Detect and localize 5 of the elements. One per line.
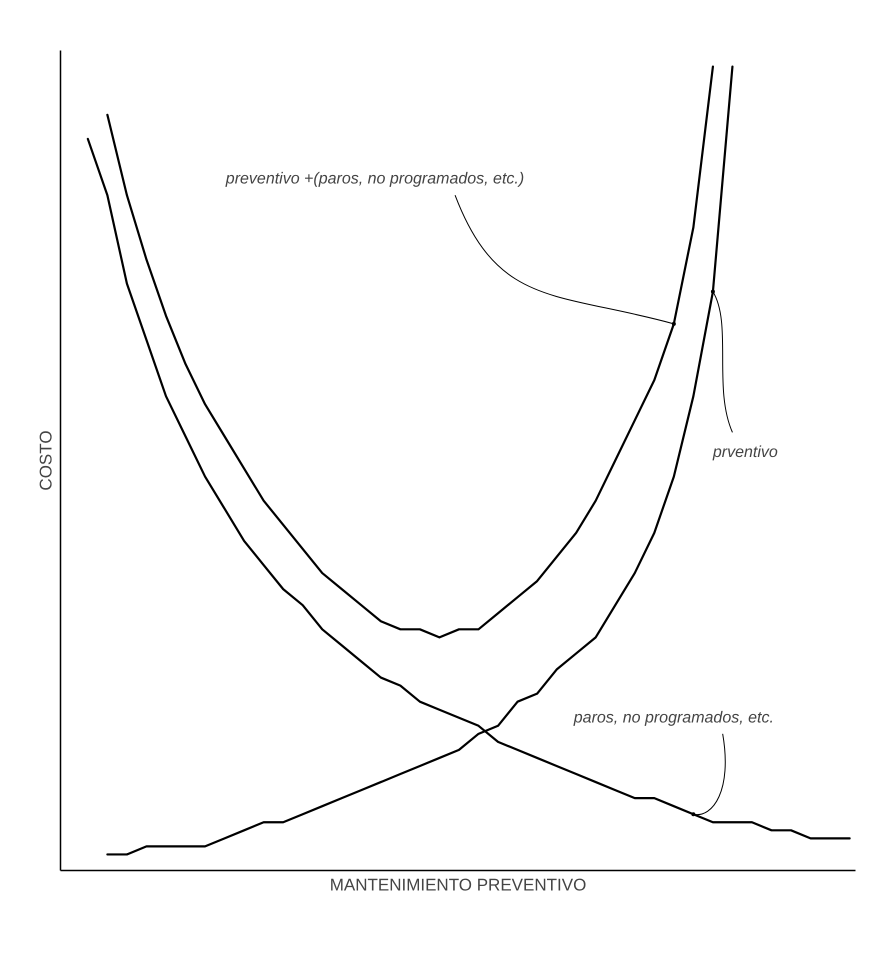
annotation: preventivo +(paros, no programados, etc.) xyxy=(224,170,524,188)
x-axis-title: MANTENIMIENTO PREVENTIVO xyxy=(330,876,586,894)
y-axis-title: COSTO xyxy=(36,430,56,491)
annotation: prventivo xyxy=(712,444,778,461)
annotation: paros, no programados, etc. xyxy=(572,709,774,726)
